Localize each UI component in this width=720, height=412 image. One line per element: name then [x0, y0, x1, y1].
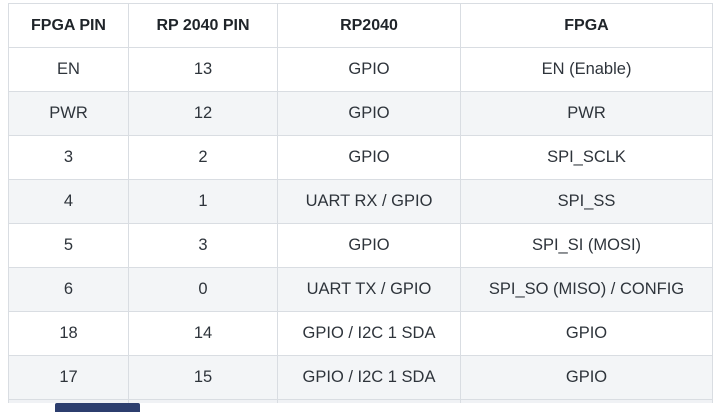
table-cell: GPIO	[277, 135, 461, 180]
column-header-fpga: FPGA	[460, 3, 713, 48]
table-cell: 0	[128, 267, 278, 312]
table-cell: PWR	[460, 91, 713, 136]
table-cell: 18	[8, 311, 129, 356]
table-cell: SPI_SCLK	[460, 135, 713, 180]
table-cell: SPI_SO (MISO) / CONFIG	[460, 267, 713, 312]
table-cell: GPIO	[277, 223, 461, 268]
table-row-partial	[8, 399, 713, 403]
table-cell: SPI_SS	[460, 179, 713, 224]
table-header-row: FPGA PIN RP 2040 PIN RP2040 FPGA	[8, 3, 713, 48]
pin-mapping-table-container: FPGA PIN RP 2040 PIN RP2040 FPGA EN 13 G…	[8, 3, 713, 403]
table-cell: 4	[8, 179, 129, 224]
table-cell	[128, 399, 278, 403]
table-cell: 15	[128, 355, 278, 400]
table-cell	[277, 399, 461, 403]
table-cell: GPIO	[460, 311, 713, 356]
column-header-fpga-pin: FPGA PIN	[8, 3, 129, 48]
table-cell: 14	[128, 311, 278, 356]
column-header-rp2040: RP2040	[277, 3, 461, 48]
table-cell: GPIO	[277, 91, 461, 136]
table-cell: PWR	[8, 91, 129, 136]
partially-visible-element	[55, 403, 140, 412]
table-cell: SPI_SI (MOSI)	[460, 223, 713, 268]
table-cell: 2	[128, 135, 278, 180]
table-cell: 17	[8, 355, 129, 400]
table-cell: 1	[128, 179, 278, 224]
pin-mapping-table: FPGA PIN RP 2040 PIN RP2040 FPGA EN 13 G…	[8, 3, 713, 403]
table-cell: GPIO	[460, 355, 713, 400]
table-cell	[460, 399, 713, 403]
table-row: EN 13 GPIO EN (Enable)	[8, 47, 713, 92]
column-header-rp2040-pin: RP 2040 PIN	[128, 3, 278, 48]
table-cell: 3	[128, 223, 278, 268]
table-cell: EN	[8, 47, 129, 92]
table-cell: 13	[128, 47, 278, 92]
table-cell: 3	[8, 135, 129, 180]
table-cell: GPIO / I2C 1 SDA	[277, 355, 461, 400]
table-cell: 5	[8, 223, 129, 268]
table-cell: 12	[128, 91, 278, 136]
table-cell: UART RX / GPIO	[277, 179, 461, 224]
table-cell: GPIO / I2C 1 SDA	[277, 311, 461, 356]
table-row: 17 15 GPIO / I2C 1 SDA GPIO	[8, 355, 713, 400]
table-cell: EN (Enable)	[460, 47, 713, 92]
table-row: PWR 12 GPIO PWR	[8, 91, 713, 136]
table-row: 6 0 UART TX / GPIO SPI_SO (MISO) / CONFI…	[8, 267, 713, 312]
table-cell: 6	[8, 267, 129, 312]
table-row: 4 1 UART RX / GPIO SPI_SS	[8, 179, 713, 224]
table-cell: UART TX / GPIO	[277, 267, 461, 312]
table-cell: GPIO	[277, 47, 461, 92]
table-row: 3 2 GPIO SPI_SCLK	[8, 135, 713, 180]
table-row: 18 14 GPIO / I2C 1 SDA GPIO	[8, 311, 713, 356]
table-row: 5 3 GPIO SPI_SI (MOSI)	[8, 223, 713, 268]
